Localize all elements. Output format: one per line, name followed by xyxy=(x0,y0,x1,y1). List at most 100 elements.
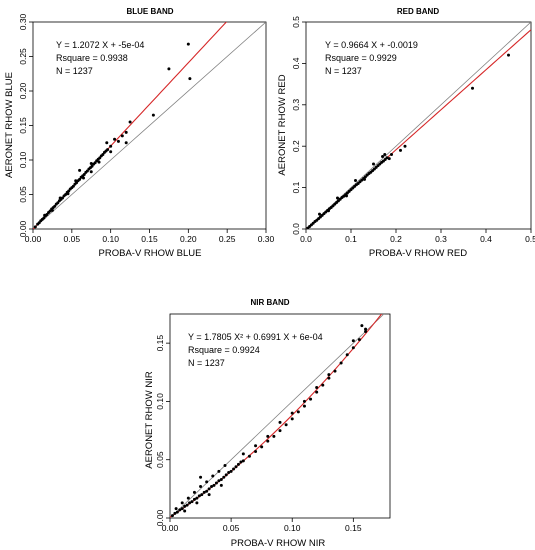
data-point xyxy=(207,493,211,497)
data-point xyxy=(364,327,368,331)
data-point xyxy=(42,216,46,220)
data-point xyxy=(200,493,204,497)
data-point xyxy=(195,496,199,500)
x-tick-label: 0.15 xyxy=(345,523,362,533)
data-point xyxy=(178,508,182,512)
data-point xyxy=(101,152,105,156)
plot-area xyxy=(170,314,385,518)
y-tick-label: 0.15 xyxy=(18,117,28,134)
data-point xyxy=(507,53,510,57)
stat-n: N = 1237 xyxy=(325,66,362,76)
data-point xyxy=(210,485,214,489)
data-point xyxy=(113,137,117,141)
data-point xyxy=(403,144,407,148)
data-point xyxy=(175,510,179,514)
data-point xyxy=(214,481,218,485)
x-tick-label: 0.4 xyxy=(480,234,492,244)
data-point xyxy=(212,483,216,487)
data-point xyxy=(345,353,349,357)
data-point xyxy=(381,155,384,159)
data-point xyxy=(109,144,113,148)
x-tick-label: 0.15 xyxy=(141,234,158,244)
data-point xyxy=(345,194,348,198)
data-point xyxy=(351,339,355,343)
data-point xyxy=(224,473,228,477)
data-point xyxy=(192,497,196,501)
data-point xyxy=(205,480,209,484)
data-point xyxy=(385,156,389,160)
data-point xyxy=(167,67,171,71)
data-point xyxy=(186,496,190,500)
data-point xyxy=(278,420,282,424)
x-axis-title: PROBA-V RHOW NIR xyxy=(231,538,326,549)
data-point xyxy=(199,475,203,479)
data-point xyxy=(78,177,82,181)
data-point xyxy=(222,475,226,479)
y-tick-label: 0.05 xyxy=(18,186,28,203)
plot-area xyxy=(33,22,266,229)
plot-frame xyxy=(169,313,391,519)
data-point xyxy=(290,417,294,421)
data-point xyxy=(90,164,94,168)
data-point xyxy=(241,459,245,463)
data-point xyxy=(399,148,402,152)
data-point xyxy=(260,445,264,449)
data-point xyxy=(81,176,85,180)
x-tick-label: 0.30 xyxy=(258,234,275,244)
stat-rsquare: Rsquare = 0.9924 xyxy=(188,345,260,355)
data-point xyxy=(327,209,330,213)
data-point xyxy=(309,397,313,401)
x-tick-label: 0.10 xyxy=(284,523,301,533)
data-point xyxy=(247,454,251,458)
data-point xyxy=(33,225,37,229)
data-point xyxy=(211,474,215,478)
data-point xyxy=(339,361,343,365)
stat-equation: Y = 0.9664 X + -0.0019 xyxy=(325,40,418,50)
stat-n: N = 1237 xyxy=(56,66,93,76)
data-point xyxy=(195,501,199,505)
x-tick-label: 0.2 xyxy=(390,234,402,244)
data-point xyxy=(128,120,132,124)
data-point xyxy=(471,86,474,90)
data-point xyxy=(229,469,233,473)
data-point xyxy=(199,485,203,489)
data-point xyxy=(174,507,178,511)
data-point xyxy=(53,204,57,208)
y-tick-label: 0.30 xyxy=(18,13,28,30)
data-point xyxy=(390,152,393,156)
data-point xyxy=(89,170,93,174)
data-point xyxy=(266,439,270,443)
data-point xyxy=(93,161,97,165)
x-tick-label: 0.25 xyxy=(219,234,236,244)
data-point xyxy=(202,490,206,494)
y-axis-title: AERONET RHOW NIR xyxy=(144,371,155,469)
data-point xyxy=(360,324,364,328)
stat-equation: Y = 1.7805 X² + 0.6991 X + 6e-04 xyxy=(188,332,323,342)
data-point xyxy=(97,160,101,164)
data-point xyxy=(120,134,124,138)
data-point xyxy=(278,429,282,433)
y-tick-label: 0.3 xyxy=(291,99,301,111)
data-point xyxy=(58,196,62,200)
x-tick-label: 0.10 xyxy=(102,234,119,244)
data-point xyxy=(37,221,41,225)
data-point xyxy=(192,490,196,494)
x-tick-label: 0.3 xyxy=(435,234,447,244)
data-point xyxy=(188,501,192,505)
data-point xyxy=(363,177,366,181)
plot-area xyxy=(306,22,531,229)
data-point xyxy=(66,192,70,196)
data-point xyxy=(336,196,339,200)
y-tick-label: 0.0 xyxy=(291,223,301,235)
data-point xyxy=(85,169,89,173)
y-tick-label: 0.10 xyxy=(155,393,165,410)
data-point xyxy=(188,77,192,81)
identity-line xyxy=(306,22,531,229)
red-band-panel: RED BAND PROBA-V RHOW RED AERONET RHOW R… xyxy=(277,7,535,259)
data-point xyxy=(106,148,110,152)
data-point xyxy=(315,390,319,394)
data-point xyxy=(186,42,190,46)
data-point xyxy=(56,201,60,205)
stat-rsquare: Rsquare = 0.9938 xyxy=(56,53,128,63)
